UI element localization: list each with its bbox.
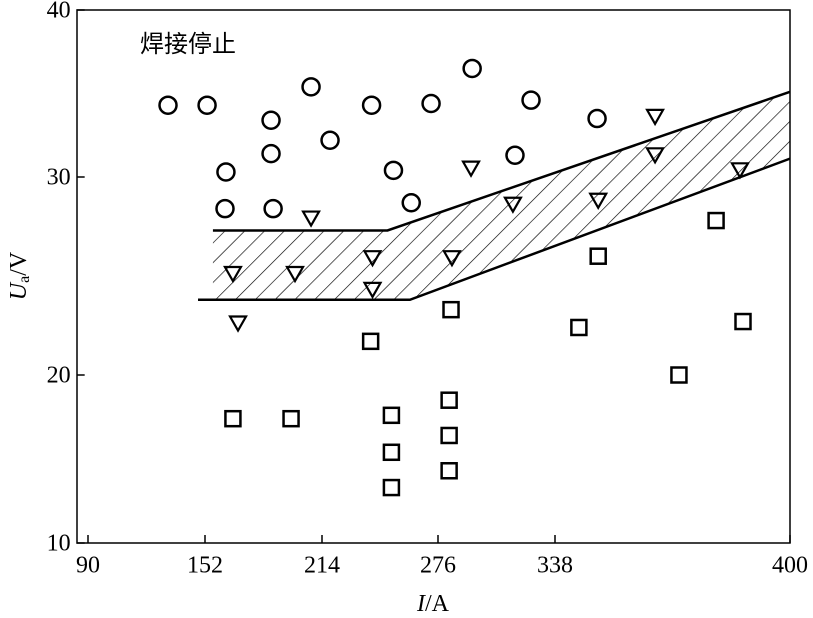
triangle-point xyxy=(503,196,523,214)
circle-point xyxy=(261,143,281,164)
square-point xyxy=(570,318,588,337)
x-tick-label: 276 xyxy=(420,553,456,579)
circle-point xyxy=(521,90,541,110)
y-label-subscript: a xyxy=(16,276,33,283)
circle-point xyxy=(216,162,236,182)
square-point xyxy=(382,443,401,462)
triangle-point xyxy=(228,315,248,333)
y-tick-label: 40 xyxy=(47,0,71,24)
square-point xyxy=(440,462,458,480)
y-axis-label: Ua/V xyxy=(6,251,33,300)
band-upper-line xyxy=(212,90,791,232)
annotation: 焊接停止 xyxy=(140,30,236,58)
x-axis-label: I/A xyxy=(416,591,450,617)
circle-point xyxy=(421,93,441,114)
circle-point xyxy=(462,58,482,79)
y-label-symbol: U xyxy=(6,281,32,300)
circle-point xyxy=(383,160,404,181)
circle-point xyxy=(401,192,421,213)
triangle-point xyxy=(645,147,665,165)
square-point xyxy=(589,247,607,265)
square-point xyxy=(734,312,752,331)
triangle-point xyxy=(588,192,609,210)
triangle-point xyxy=(301,210,321,228)
triangle-point xyxy=(461,160,481,178)
triangle-point xyxy=(730,162,750,180)
band-lower-line xyxy=(198,157,791,302)
square-point xyxy=(707,211,725,230)
circle-point xyxy=(587,108,607,129)
y-tick-label: 10 xyxy=(47,531,71,557)
x-tick-label: 400 xyxy=(772,553,808,579)
triangle-point xyxy=(362,250,383,268)
triangle-point xyxy=(285,265,305,284)
triangle-point xyxy=(442,250,462,268)
square-point xyxy=(382,478,401,497)
x-tick-label: 338 xyxy=(537,553,573,579)
triangle-point xyxy=(223,265,243,284)
y-tick-label: 20 xyxy=(47,363,71,389)
circle-point xyxy=(215,198,235,219)
square-point xyxy=(282,409,300,428)
circle-point xyxy=(158,95,178,115)
square-point xyxy=(440,391,458,409)
square-point xyxy=(440,426,458,445)
x-label-symbol: I xyxy=(416,591,426,617)
circle-point xyxy=(261,110,281,130)
square-point xyxy=(670,366,688,384)
circle-point xyxy=(197,95,217,115)
circle-point xyxy=(301,77,321,97)
x-tick-label: 152 xyxy=(187,553,223,579)
circle-point xyxy=(505,145,525,166)
square-point xyxy=(361,332,380,351)
square-point xyxy=(224,409,242,428)
triangle-point xyxy=(362,281,383,300)
triangle-point xyxy=(645,108,665,127)
square-point xyxy=(442,300,460,319)
x-tick-label: 90 xyxy=(76,553,100,579)
circle-point xyxy=(320,130,340,151)
band-area xyxy=(212,91,791,300)
square-point xyxy=(382,406,401,425)
x-label-unit: /A xyxy=(425,591,450,617)
circle-point xyxy=(263,198,283,219)
circle-point xyxy=(361,95,382,115)
y-label-unit: /V xyxy=(6,251,32,276)
plot-frame xyxy=(76,9,791,544)
y-tick-label: 30 xyxy=(47,165,71,191)
x-tick-label: 214 xyxy=(304,553,340,579)
